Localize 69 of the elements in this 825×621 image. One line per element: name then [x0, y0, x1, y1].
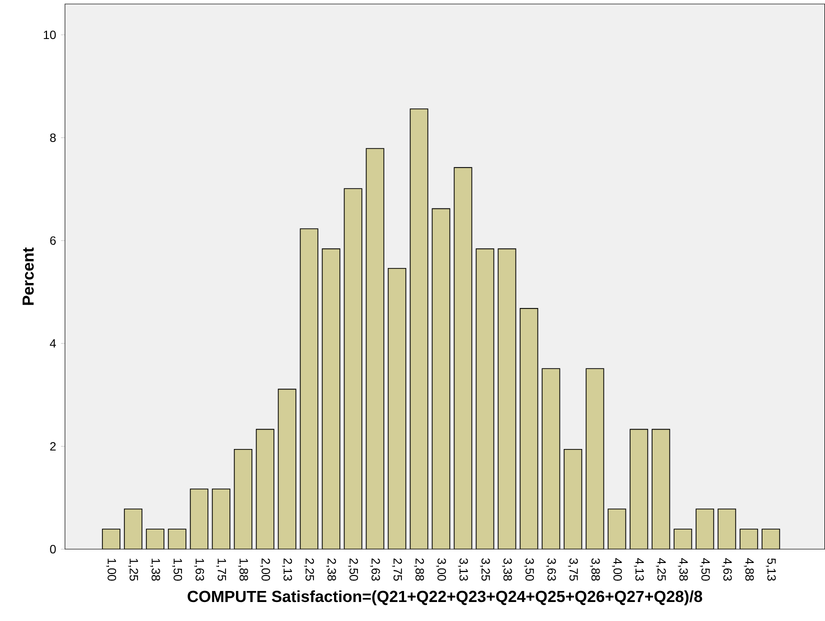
bar [498, 248, 516, 550]
bar [256, 429, 274, 550]
bar [630, 429, 648, 550]
bar [410, 108, 428, 550]
y-tick-label: 2 [50, 442, 56, 450]
x-tick-label: 5,13 [766, 558, 776, 581]
x-tick-label: 3,50 [524, 558, 534, 581]
x-tick-label: 1,00 [106, 558, 116, 581]
bar [234, 449, 252, 550]
bar [190, 488, 208, 550]
x-tick-label: 3,75 [568, 558, 578, 581]
bar [388, 268, 406, 550]
bar [674, 529, 692, 550]
x-tick-label: 3,63 [546, 558, 556, 581]
x-tick-label: 4,25 [656, 558, 666, 581]
x-tick-label: 3,38 [502, 558, 512, 581]
bar [476, 248, 494, 550]
x-tick-label: 4,50 [700, 558, 710, 581]
x-tick-label: 3,13 [458, 558, 468, 581]
y-tick-label: 8 [50, 133, 56, 142]
x-tick-label: 2,88 [414, 558, 424, 581]
y-axis-title: Percent [22, 247, 34, 305]
x-tick-label: 2,50 [348, 558, 358, 581]
x-tick-label: 1,88 [238, 558, 248, 581]
x-tick-label: 1,25 [128, 558, 138, 581]
x-tick-label: 3,25 [480, 558, 490, 581]
bar [124, 508, 142, 550]
bar [322, 248, 340, 550]
x-tick-label: 1,50 [172, 558, 182, 581]
x-axis-title: COMPUTE Satisfaction=(Q21+Q22+Q23+Q24+Q25+Q26+Q27+Q28)/8 [188, 590, 702, 606]
x-tick-label: 4,13 [634, 558, 644, 581]
x-tick-label: 2,13 [282, 558, 292, 581]
bar [366, 148, 384, 550]
bar [454, 167, 472, 550]
bar [652, 429, 670, 550]
bar [696, 508, 714, 550]
x-tick-label: 2,75 [392, 558, 402, 581]
bar [762, 528, 780, 550]
y-tick-label: 10 [44, 30, 56, 40]
bar [344, 188, 362, 550]
x-tick-label: 2,38 [326, 558, 336, 581]
bar [300, 228, 318, 550]
x-tick-label: 2,25 [304, 558, 314, 581]
bar [740, 529, 758, 550]
x-tick-label: 4,88 [744, 558, 754, 581]
bar [168, 529, 186, 550]
x-tick-label: 2,00 [260, 558, 270, 581]
bar [520, 308, 538, 550]
bar [564, 449, 582, 550]
x-tick-label: 3,88 [590, 558, 600, 581]
y-tick-label: 0 [50, 544, 56, 554]
bar [146, 529, 164, 550]
y-tick-label: 4 [50, 339, 56, 348]
x-tick-label: 4,00 [612, 558, 622, 581]
x-tick-label: 4,63 [722, 558, 732, 581]
bar [586, 368, 604, 550]
x-tick-label: 4,38 [678, 558, 688, 581]
x-tick-label: 1,63 [194, 558, 204, 581]
bar [608, 508, 626, 550]
bar [432, 208, 450, 550]
x-tick-label: 3,00 [436, 558, 446, 581]
y-tick-label: 6 [50, 236, 56, 245]
bar [278, 389, 296, 550]
x-tick-label: 1,38 [150, 558, 160, 581]
bar [718, 508, 736, 550]
bar [212, 488, 230, 550]
bar [542, 368, 560, 550]
x-tick-label: 1,75 [216, 558, 226, 581]
x-tick-label: 2,63 [370, 558, 380, 581]
